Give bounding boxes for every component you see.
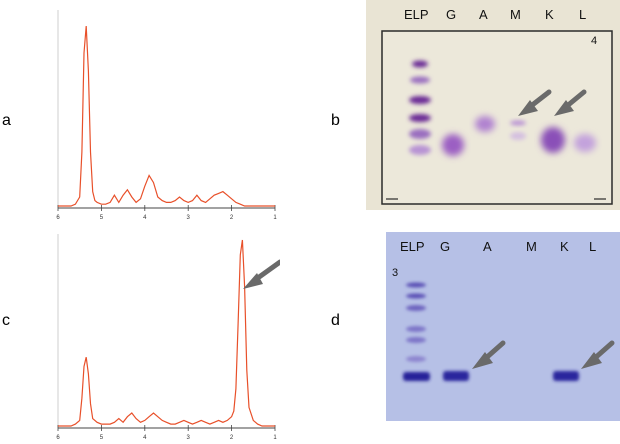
- gel-b-band-k: [541, 127, 565, 153]
- gel-b-lane-label-a: A: [479, 7, 488, 22]
- gel-d-arrow-g: [472, 340, 506, 369]
- chromatogram-c-tick-label: 2: [230, 435, 234, 441]
- gel-d-background: [386, 232, 620, 421]
- gel-d-lane-label-k: K: [560, 239, 569, 254]
- gel-b-lane-label-k: K: [545, 7, 554, 22]
- chromatogram-a-tick-label: 1: [273, 215, 277, 220]
- chromatogram-c-tick-label: 1: [273, 435, 277, 441]
- gel-b-lane-label-m: M: [510, 7, 521, 22]
- gel-d: ELP G A M K L 3: [386, 232, 620, 421]
- gel-b-lane-label-l: L: [579, 7, 586, 22]
- gel-d-band-k: [553, 371, 579, 381]
- gel-b-band-g: [442, 134, 464, 156]
- panel-letter-b: b: [331, 112, 340, 129]
- gel-b-lane-label-elp: ELP: [404, 7, 429, 22]
- gel-b-band-m-upper: [510, 120, 526, 126]
- gel-d-arrow-k: [581, 340, 615, 369]
- chromatogram-c-tick-label: 6: [56, 435, 60, 441]
- panel-letter-c: c: [2, 312, 10, 329]
- gel-b-number: 4: [591, 35, 597, 47]
- chromatogram-a-tick-label: 6: [56, 215, 60, 220]
- gel-b-ladder: [409, 60, 431, 155]
- gel-d-lane-label-l: L: [589, 239, 596, 254]
- chromatogram-a-tick-label: 4: [143, 215, 147, 220]
- gel-d-lane-label-m: M: [526, 239, 537, 254]
- chromatogram-c-tick-label: 4: [143, 435, 147, 441]
- chromatogram-c: 6 5 4 3 2 1: [56, 234, 280, 441]
- gel-d-band-g: [443, 371, 469, 381]
- panel-letter-d: d: [331, 312, 340, 329]
- gel-b-band-a: [475, 116, 495, 132]
- gel-b-arrow-k: [554, 89, 587, 116]
- gel-b: ELP G A M K L 4: [366, 0, 620, 210]
- chromatogram-a-tick-label: 5: [100, 215, 104, 220]
- chromatogram-c-tick-label: 3: [187, 435, 191, 441]
- gel-b-band-m-lower: [510, 132, 526, 140]
- gel-b-arrow-m: [518, 89, 552, 116]
- panel-letter-a: a: [2, 112, 11, 129]
- gel-d-lane-label-elp: ELP: [400, 239, 425, 254]
- chromatogram-c-tick-label: 5: [100, 435, 104, 441]
- chromatogram-a-tick-label: 3: [187, 215, 191, 220]
- chromatogram-a-tick-label: 2: [230, 215, 234, 220]
- gel-d-ladder: [403, 282, 430, 381]
- gel-b-band-l: [574, 134, 596, 152]
- gel-b-lane-label-g: G: [446, 7, 456, 22]
- chromatogram-a: 6 5 4 3 2 1: [56, 10, 277, 220]
- gel-d-number: 3: [392, 267, 398, 279]
- gel-d-lane-label-a: A: [483, 239, 492, 254]
- gel-d-lane-label-g: G: [440, 239, 450, 254]
- chromatogram-c-arrow: [243, 259, 280, 289]
- chromatogram-a-trace: [58, 25, 275, 207]
- chromatogram-c-trace: [58, 239, 275, 427]
